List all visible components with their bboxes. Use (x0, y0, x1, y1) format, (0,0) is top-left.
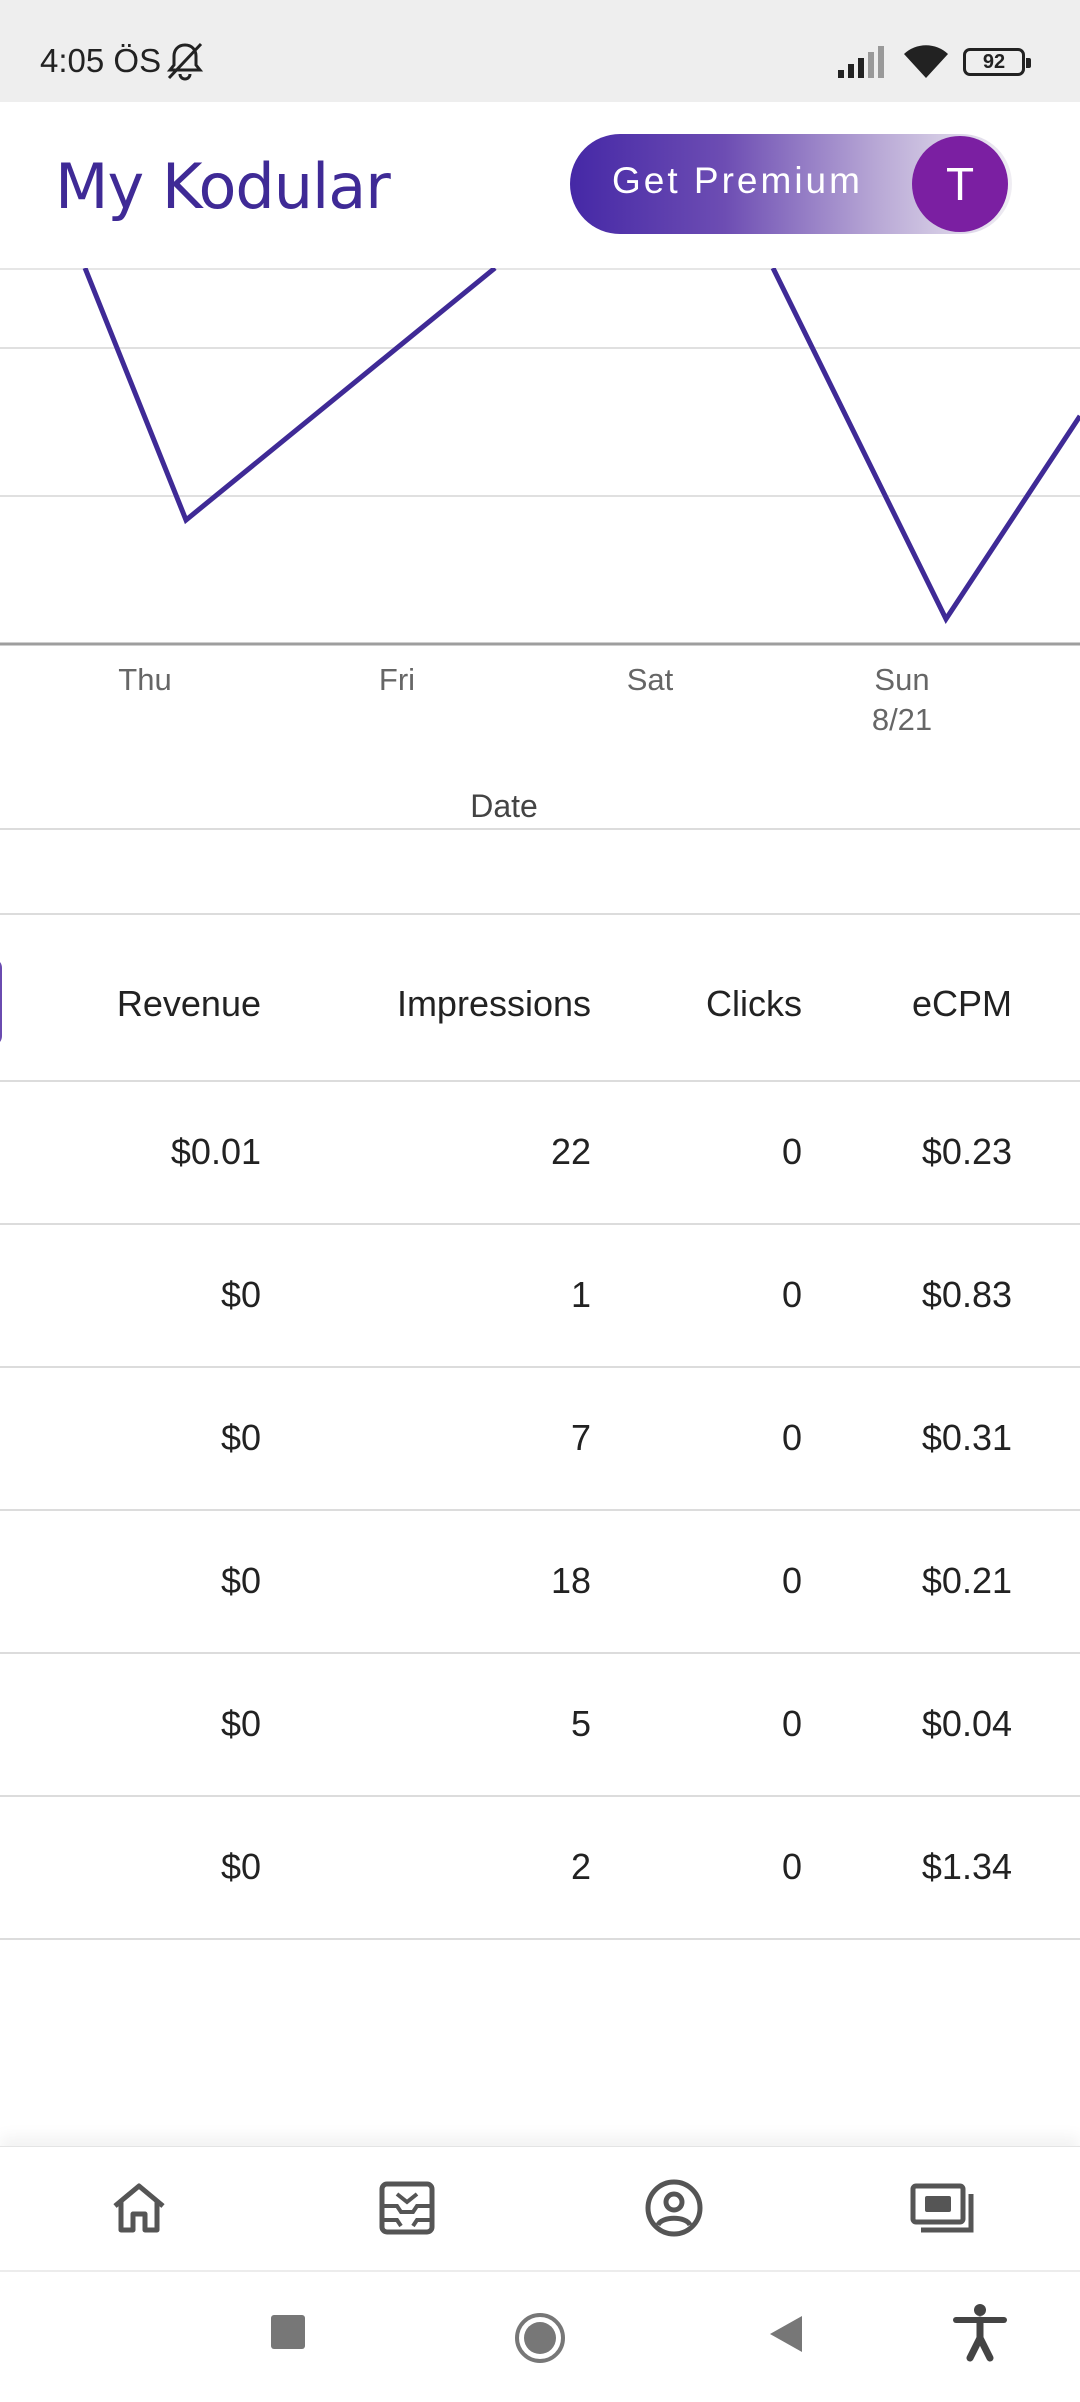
cell-clicks: 0 (781, 1703, 802, 1744)
app-title: My Kodular (55, 150, 391, 223)
cell-ecpm: $0.21 (921, 1560, 1012, 1601)
cell-clicks: 0 (781, 1417, 802, 1458)
cell-ecpm: $0.83 (921, 1274, 1012, 1315)
battery-level: 92 (982, 50, 1006, 73)
recents-button[interactable] (268, 2312, 308, 2352)
battery-indicator: 92 (963, 48, 1031, 76)
inbox-icon (379, 2181, 435, 2235)
cell-ecpm: $0.23 (921, 1131, 1012, 1172)
account-icon (645, 2179, 703, 2237)
series-line (82, 268, 497, 525)
nav-earnings[interactable] (902, 2173, 982, 2243)
column-header-ecpm[interactable]: eCPM (911, 983, 1012, 1024)
recents-icon (271, 2315, 305, 2349)
back-button[interactable] (766, 2312, 806, 2356)
divider (0, 913, 1080, 915)
cell-impressions: 22 (550, 1131, 591, 1172)
app-header: My Kodular Get Premium T (0, 102, 1080, 270)
cell-revenue: $0 (220, 1703, 261, 1744)
bell-off-icon (166, 42, 204, 81)
column-header-clicks[interactable]: Clicks (706, 983, 802, 1024)
nav-inbox[interactable] (367, 2173, 447, 2243)
cell-ecpm: $1.34 (921, 1846, 1012, 1887)
get-premium-button[interactable]: Get Premium T (570, 134, 1012, 234)
column-header-revenue[interactable]: Revenue (116, 983, 261, 1024)
status-bar: 4:05 ÖS 92 (0, 0, 1080, 102)
wifi-icon (904, 45, 948, 78)
row-divider (0, 1366, 1080, 1368)
column-scroll-tab[interactable] (0, 958, 2, 1046)
row-divider (0, 1795, 1080, 1797)
x-tick-label: Sun (874, 662, 929, 697)
row-divider (0, 1223, 1080, 1225)
column-header-impressions[interactable]: Impressions (396, 983, 591, 1024)
bottom-navigation (0, 2146, 1080, 2271)
accessibility-button[interactable] (952, 2302, 1008, 2362)
divider (0, 828, 1080, 830)
row-divider (0, 1938, 1080, 1940)
nav-home[interactable] (99, 2173, 179, 2243)
x-tick-label: Thu (118, 662, 171, 697)
divider (0, 1080, 1080, 1082)
system-navigation (0, 2270, 1080, 2402)
cell-revenue: $0.01 (170, 1131, 261, 1172)
cell-clicks: 0 (781, 1131, 802, 1172)
home-icon (113, 2183, 165, 2233)
home-circle-icon (515, 2313, 565, 2363)
cell-impressions: 18 (550, 1560, 591, 1601)
series-line (770, 268, 1080, 625)
cell-clicks: 0 (781, 1846, 802, 1887)
row-divider (0, 1652, 1080, 1654)
cell-ecpm: $0.31 (921, 1417, 1012, 1458)
cell-revenue: $0 (220, 1560, 261, 1601)
x-axis-title: Date (470, 788, 538, 824)
avatar[interactable]: T (912, 136, 1008, 232)
earnings-icon (910, 2183, 974, 2233)
cell-revenue: $0 (220, 1846, 261, 1887)
cell-impressions: 5 (570, 1703, 591, 1744)
cell-revenue: $0 (220, 1274, 261, 1315)
status-time: 4:05 ÖS (40, 42, 162, 79)
signal-icon (838, 46, 884, 78)
cell-impressions: 2 (570, 1846, 591, 1887)
x-tick-label-secondary: 8/21 (872, 702, 932, 737)
row-divider (0, 1509, 1080, 1511)
accessibility-icon (953, 2304, 1007, 2362)
get-premium-label: Get Premium (612, 160, 863, 201)
x-tick-label: Sat (627, 662, 674, 697)
cell-clicks: 0 (781, 1274, 802, 1315)
back-icon (770, 2316, 802, 2352)
revenue-line-chart: Thu Fri Sat Sun 8/21 (0, 268, 1080, 737)
cell-impressions: 1 (570, 1274, 591, 1315)
home-button[interactable] (514, 2312, 566, 2364)
nav-account[interactable] (634, 2173, 714, 2243)
cell-impressions: 7 (570, 1417, 591, 1458)
x-tick-label: Fri (379, 662, 415, 697)
cell-revenue: $0 (220, 1417, 261, 1458)
cell-clicks: 0 (781, 1560, 802, 1601)
cell-ecpm: $0.04 (921, 1703, 1012, 1744)
